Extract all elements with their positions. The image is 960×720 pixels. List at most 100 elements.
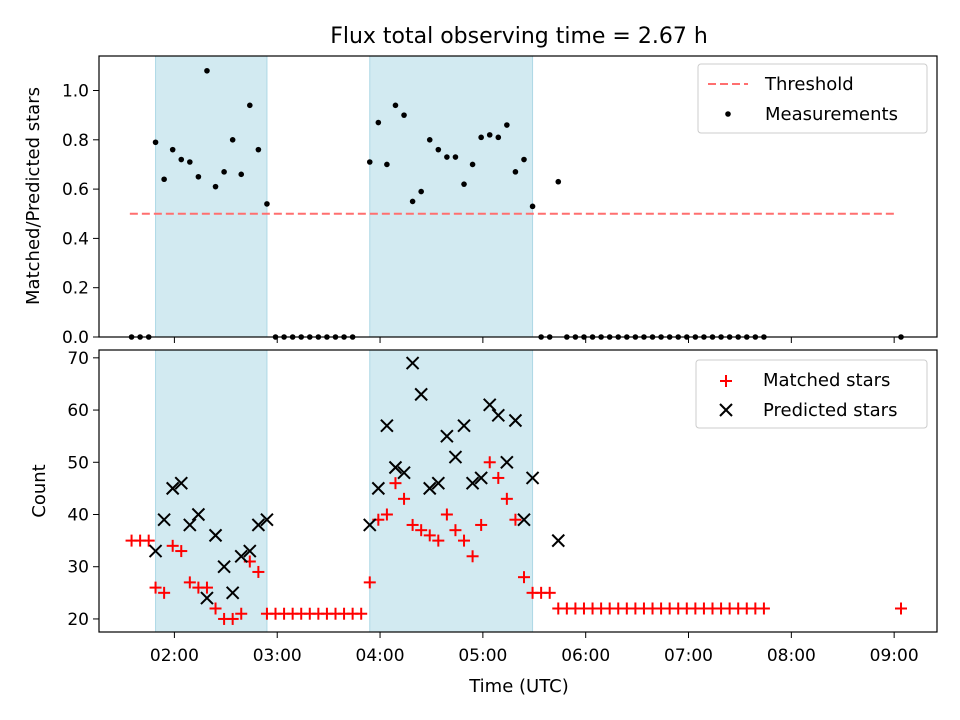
predicted-stars-point	[405, 356, 420, 370]
y-tick-label: 0.6	[62, 180, 89, 200]
measurement-point	[504, 122, 510, 128]
measurement-point	[384, 161, 390, 168]
matched-stars-point	[406, 518, 419, 531]
predicted-stars-point	[508, 413, 523, 428]
measurement-point	[409, 198, 416, 205]
predicted-stars-point	[517, 513, 531, 527]
predicted-stars-point	[234, 549, 248, 563]
matched-stars-point	[363, 576, 376, 589]
predicted-stars-point	[423, 481, 437, 496]
measurement-point	[238, 171, 245, 178]
matched-stars-point	[355, 607, 368, 620]
predicted-stars-point	[414, 387, 428, 402]
measurement-point	[512, 169, 519, 175]
measurement-point	[418, 188, 424, 195]
predicted-stars-point	[397, 466, 411, 480]
legend-predicted-swatch	[719, 403, 733, 417]
plot-frame	[98, 55, 938, 338]
predicted-stars-point	[448, 450, 463, 464]
measurement-point	[478, 134, 484, 141]
y-axis-label: Count	[29, 464, 50, 517]
predicted-stars-point	[525, 471, 540, 485]
y-tick-label: 50	[67, 453, 89, 473]
matched-stars-point	[235, 607, 248, 620]
matched-stars-point	[475, 518, 488, 531]
matched-stars-point	[183, 576, 196, 589]
panel-ratio: 0.0 0.2 0.4 0.6 0.8 1.0 Matched/Predicted sta…	[23, 55, 938, 348]
count-points	[125, 356, 908, 625]
x-tick-label: 06:00	[561, 646, 610, 666]
measurement-point	[195, 173, 202, 180]
predicted-stars-point	[157, 513, 171, 527]
measurement-point	[204, 67, 210, 74]
y-tick-label: 40	[67, 506, 89, 526]
x-tick-label: 03:00	[253, 646, 302, 666]
y-axis-label: Matched/Predicted stars	[23, 87, 44, 305]
x-axis	[173, 337, 895, 343]
measurement-point	[187, 159, 193, 165]
measurement-point	[435, 146, 442, 153]
matched-stars-point	[389, 477, 402, 490]
matched-stars-point	[757, 602, 770, 615]
measurement-point	[247, 102, 253, 109]
measurement-point	[229, 137, 236, 143]
measurement-point	[469, 161, 476, 168]
y-tick-label: 0.8	[62, 131, 89, 151]
predicted-stars-point	[191, 507, 206, 522]
matched-stars-point	[175, 545, 188, 558]
legend-predicted-label: Predicted stars	[763, 400, 897, 421]
legend-frame	[695, 359, 928, 429]
predicted-stars-point	[474, 471, 488, 485]
matched-stars-point	[158, 586, 171, 599]
matched-stars-point	[226, 612, 239, 625]
matched-stars-point	[380, 508, 393, 521]
observing-interval-2	[369, 55, 534, 338]
measurement-point	[529, 203, 536, 210]
matched-stars-point	[252, 565, 265, 578]
measurement-point	[461, 181, 467, 187]
measurement-point	[169, 146, 176, 153]
measurement-point	[401, 112, 407, 118]
measurement-point	[375, 119, 382, 126]
predicted-stars-point	[457, 419, 471, 433]
predicted-stars-point	[183, 518, 197, 532]
predicted-stars-point	[148, 544, 163, 558]
predicted-stars-point	[217, 560, 231, 574]
y-tick-label: 60	[67, 401, 89, 421]
matched-stars-point	[517, 571, 530, 584]
panel-counts: 20 30 40 50 60 70 02:00 03:00 04:00 05:00 06:00 07…	[29, 349, 938, 666]
predicted-stars-point	[440, 429, 454, 443]
measurement-point	[521, 156, 527, 163]
matched-stars-point	[458, 534, 471, 547]
legend-frame	[697, 63, 928, 134]
legend-matched-label: Matched stars	[763, 370, 890, 391]
legend-measurements-swatch	[725, 111, 731, 117]
matched-stars-point	[466, 550, 479, 563]
plot-frame	[98, 349, 938, 633]
measurement-point	[212, 183, 219, 190]
x-tick-label: 04:00	[356, 646, 405, 666]
observing-interval-1	[155, 55, 268, 338]
measurement-point	[178, 156, 185, 163]
measurement-point	[452, 154, 459, 160]
y-tick-label: 70	[67, 349, 89, 369]
predicted-stars-point	[260, 513, 274, 527]
matched-stars-point	[149, 581, 162, 594]
matched-stars-point	[432, 534, 445, 547]
y-tick-label: 30	[67, 558, 89, 578]
matched-stars-point	[200, 581, 213, 594]
predicted-stars-point	[551, 533, 565, 548]
predicted-stars-point	[371, 481, 386, 496]
matched-stars-point	[209, 602, 222, 615]
matched-stars-point	[500, 492, 513, 505]
y-tick-label: 20	[67, 610, 89, 630]
predicted-stars-point	[465, 476, 480, 490]
predicted-stars-point	[380, 419, 394, 433]
y-axis: 20 30 40 50 60 70	[67, 349, 99, 630]
matched-stars-point	[440, 508, 453, 521]
predicted-stars-point	[174, 476, 188, 490]
predicted-stars-point	[500, 455, 514, 469]
predicted-stars-point	[200, 591, 214, 605]
matched-stars-point	[543, 586, 556, 599]
